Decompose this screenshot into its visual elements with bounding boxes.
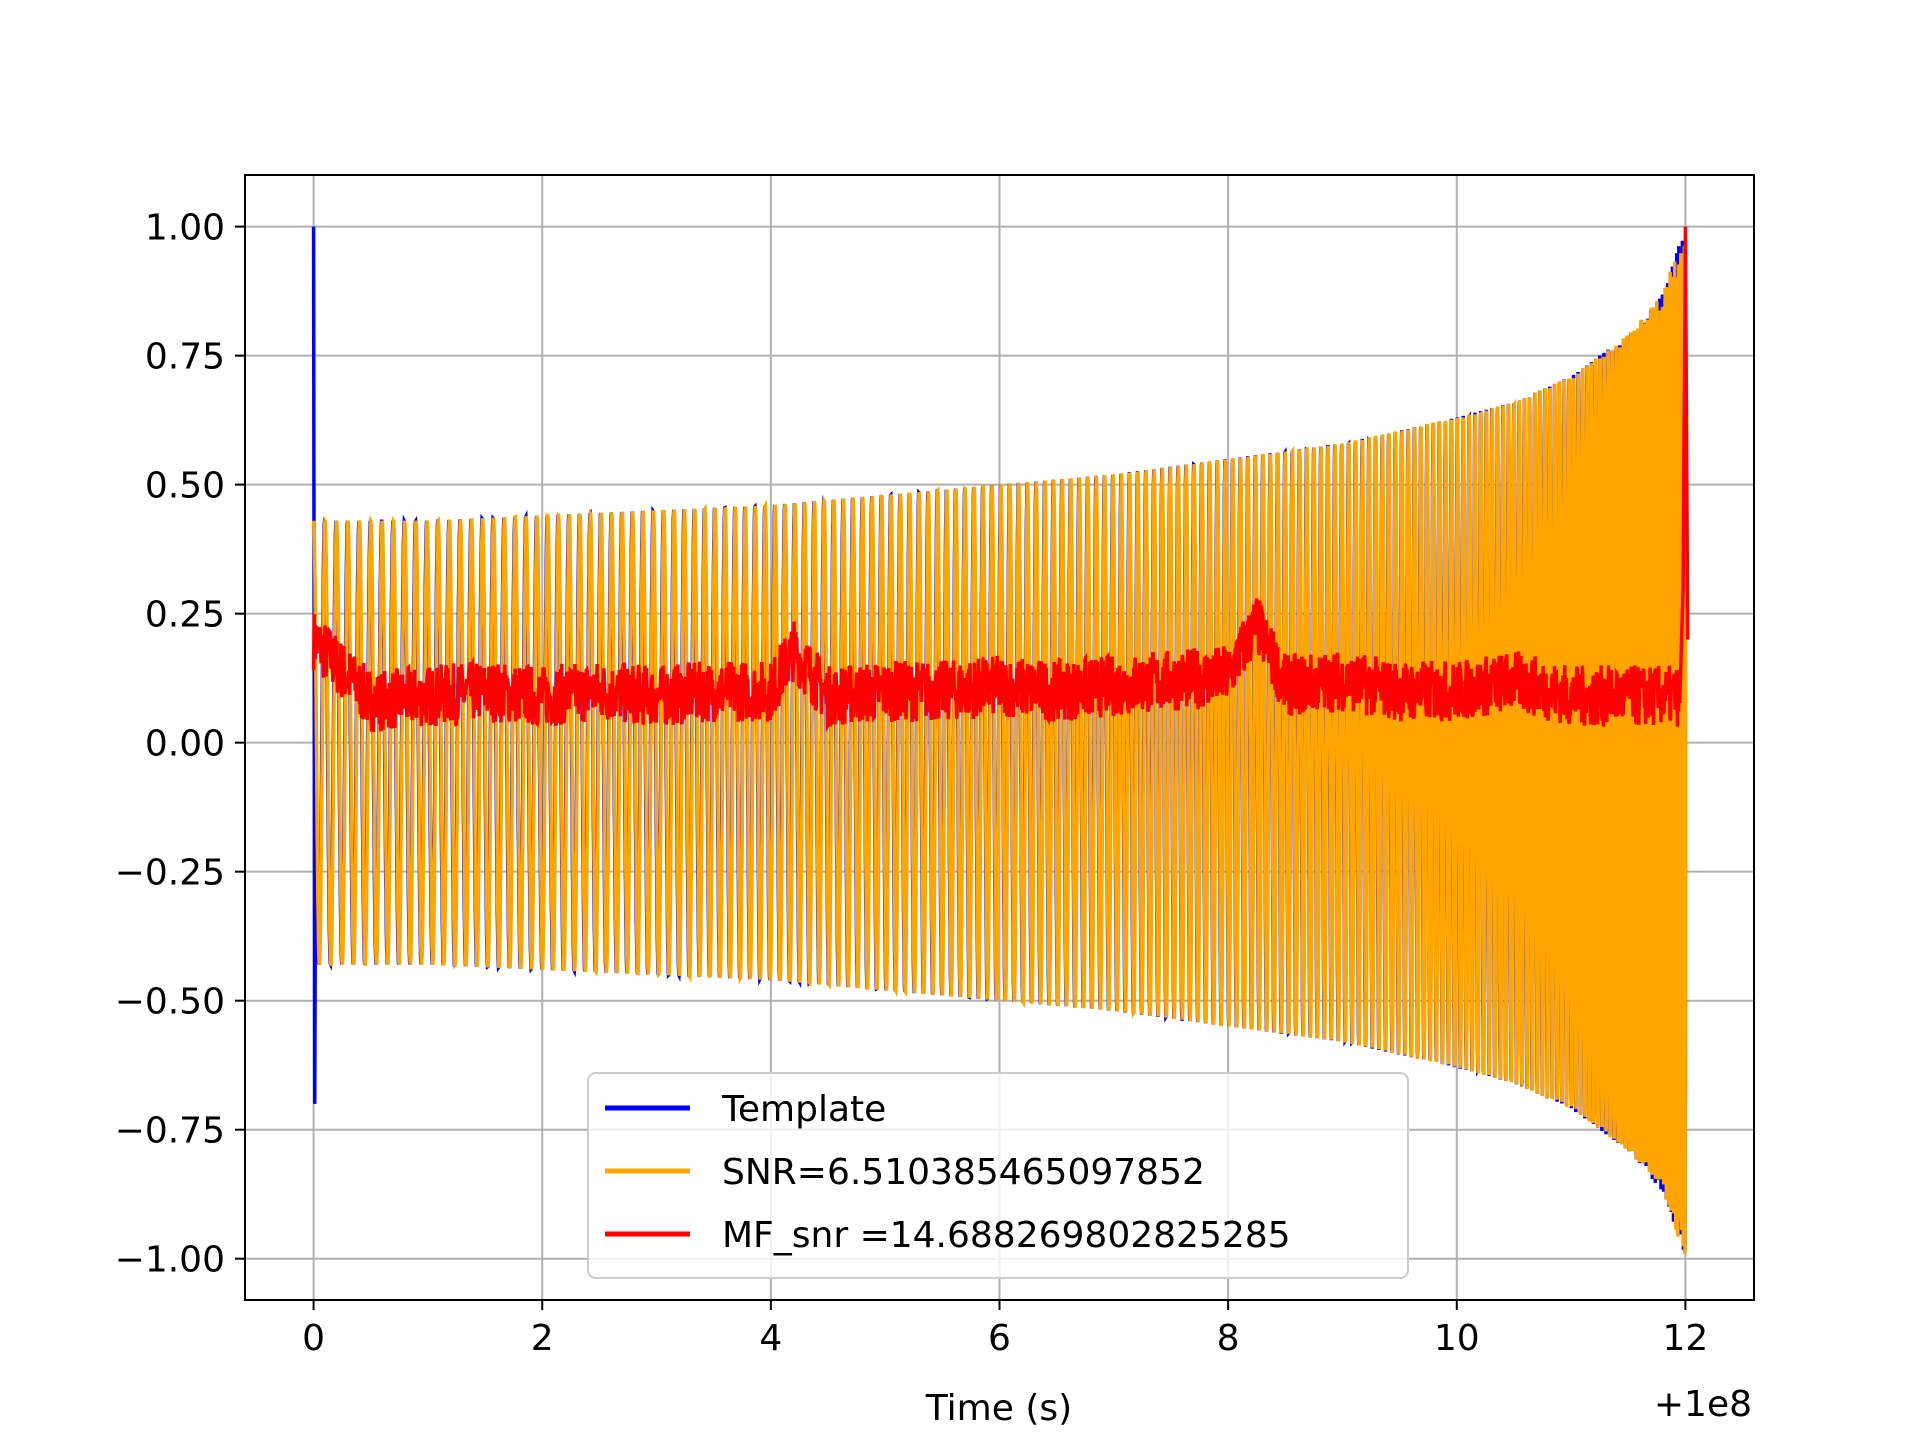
y-tick-label: 0.00 xyxy=(145,724,225,765)
x-tick-label: 0 xyxy=(302,1318,325,1359)
y-tick-label: 0.50 xyxy=(145,466,225,507)
series-layer xyxy=(311,226,1690,1255)
x-tick-label: 12 xyxy=(1663,1318,1709,1359)
legend-label: MF_snr =14.688269802825285 xyxy=(722,1215,1291,1256)
y-tick-label: −1.00 xyxy=(115,1240,225,1281)
series-snr-line xyxy=(311,246,1688,1255)
legend-frame xyxy=(587,1072,1409,1279)
axis-ticks: 0 2 4 6 8 10 12 1.00 0.75 0.50 0.25 0.00 −0.25 −0.50 −… xyxy=(115,208,1709,1359)
legend-label: Template xyxy=(721,1089,886,1130)
x-tick-label: 2 xyxy=(531,1318,554,1359)
y-tick-label: 0.75 xyxy=(145,337,225,378)
x-axis-label: Time (s) xyxy=(925,1388,1072,1429)
series-mf-snr-line xyxy=(311,226,1690,733)
y-tick-label: 0.25 xyxy=(145,595,225,636)
x-axis-offset-label: +1e8 xyxy=(1654,1384,1752,1425)
x-tick-label: 6 xyxy=(988,1318,1011,1359)
legend-label: SNR=6.510385465097852 xyxy=(722,1152,1205,1193)
y-tick-label: −0.50 xyxy=(115,982,225,1023)
y-tick-label: −0.25 xyxy=(115,853,225,894)
x-tick-label: 8 xyxy=(1217,1318,1240,1359)
y-tick-label: −0.75 xyxy=(115,1111,225,1152)
x-tick-label: 10 xyxy=(1434,1318,1480,1359)
x-tick-label: 4 xyxy=(759,1318,782,1359)
y-tick-label: 1.00 xyxy=(145,208,225,249)
legend: Template SNR=6.510385465097852 MF_snr =14.… xyxy=(587,1072,1409,1279)
